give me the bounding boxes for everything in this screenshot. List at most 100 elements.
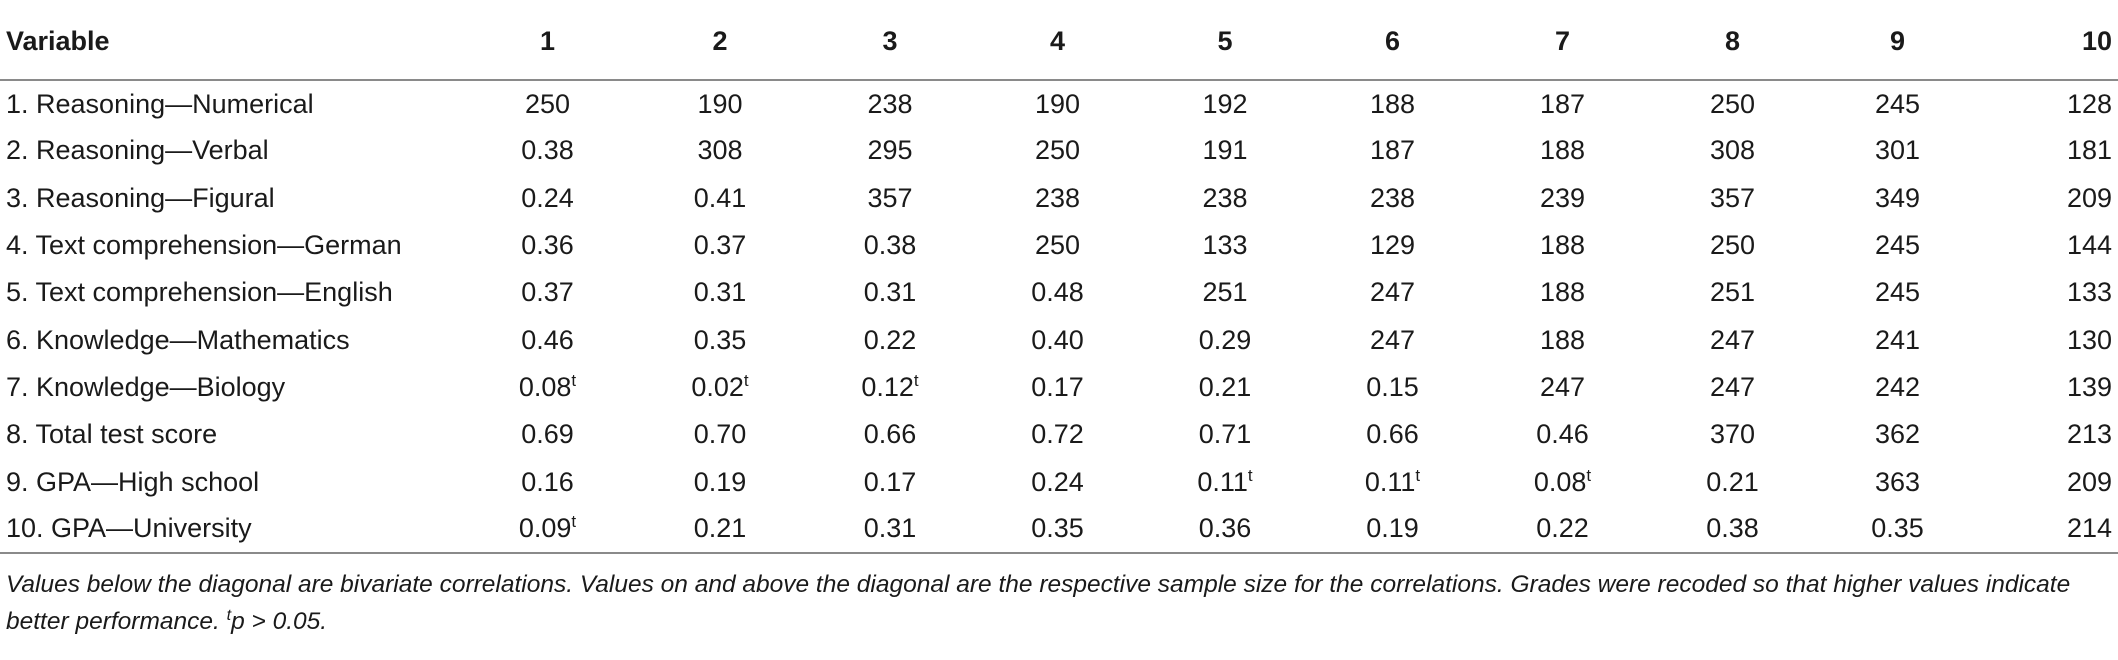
table-cell: 0.11t	[1140, 458, 1310, 505]
table-cell: 0.37	[460, 269, 635, 316]
cell-value: 241	[1874, 324, 1921, 355]
table-cell: 0.31	[805, 269, 975, 316]
cell-value: 0.69	[521, 419, 574, 450]
cell-value: 0.22	[863, 324, 917, 355]
table-cell: 362	[1815, 411, 1980, 458]
cell-value: 308	[697, 135, 743, 166]
table-cell: 238	[975, 175, 1140, 222]
table-cell: 250	[1650, 222, 1815, 269]
header-col-3: 3	[805, 4, 975, 81]
cell-value: 0.35	[1871, 513, 1924, 544]
cell-value: 129	[1369, 230, 1416, 261]
table-cell: 0.66	[805, 411, 975, 458]
cell-value: 0.09	[518, 513, 572, 544]
cell-value: 0.37	[521, 277, 574, 308]
table-cell: 0.08t	[460, 364, 635, 411]
cell-value: 245	[1874, 277, 1921, 308]
table-cell: 0.15	[1310, 364, 1475, 411]
cell-value: 214	[2066, 513, 2112, 544]
cell-value: 250	[1034, 135, 1081, 166]
cell-value: 0.40	[1031, 324, 1084, 355]
table-cell: 133	[1980, 269, 2118, 316]
table-cell: 245	[1815, 269, 1980, 316]
table-row: 3. Reasoning—Figural 0.24 0.41 357 238 238 238…	[0, 175, 2118, 222]
table-row: 2. Reasoning—Verbal 0.38 308 295 250 191 187 18…	[0, 127, 2118, 174]
cell-value: 349	[1874, 182, 1921, 213]
row-label: 10. GPA—University	[0, 505, 460, 554]
table-cell: 0.38	[460, 127, 635, 174]
cell-value: 190	[1034, 88, 1081, 119]
cell-value: 187	[1369, 135, 1416, 166]
cell-value: 250	[1709, 88, 1756, 119]
cell-value: 0.12	[861, 371, 914, 402]
table-cell: 144	[1980, 222, 2118, 269]
table-row: 1. Reasoning—Numerical 250 190 238 190 192 188…	[0, 80, 2118, 127]
table-cell: 242	[1815, 364, 1980, 411]
table-cell: 245	[1815, 222, 1980, 269]
row-label: 7. Knowledge—Biology	[6, 371, 286, 402]
significance-marker: t	[743, 370, 749, 390]
table-cell: 370	[1650, 411, 1815, 458]
cell-value: 188	[1369, 88, 1416, 119]
table-cell: 0.38	[805, 222, 975, 269]
header-col-7: 7	[1475, 4, 1650, 81]
cell-value: 0.24	[521, 182, 574, 213]
cell-value: 238	[1034, 182, 1081, 213]
cell-value: 0.31	[863, 513, 917, 544]
table-cell: 308	[1650, 127, 1815, 174]
table-cell: 128	[1980, 80, 2118, 127]
cell-value: 0.19	[1366, 513, 1419, 544]
table-cell: 209	[1980, 458, 2118, 505]
cell-value: 251	[1202, 277, 1248, 308]
cell-value: 213	[2066, 419, 2112, 450]
table-cell: 214	[1980, 505, 2118, 554]
cell-value: 0.21	[1706, 466, 1759, 497]
footnote-superscript: t	[226, 607, 232, 624]
table-cell: 247	[1310, 316, 1475, 363]
table-cell: 0.31	[635, 269, 805, 316]
table-cell: 238	[805, 80, 975, 127]
cell-value: 247	[1369, 324, 1416, 355]
table-cell: 238	[1310, 175, 1475, 222]
header-variable: Variable	[0, 4, 460, 81]
footnote-tail: p > 0.05.	[231, 608, 328, 635]
header-col-5: 5	[1140, 4, 1310, 81]
table-cell: 0.37	[635, 222, 805, 269]
significance-marker: t	[1586, 465, 1592, 485]
cell-value: 245	[1874, 88, 1921, 119]
table-cell: 251	[1650, 269, 1815, 316]
row-label: 5. Text comprehension—English	[6, 277, 393, 308]
cell-value: 133	[1202, 230, 1248, 261]
table-cell: 301	[1815, 127, 1980, 174]
cell-value: 130	[2066, 324, 2112, 355]
table-cell: 187	[1475, 80, 1650, 127]
row-label: 8. Total test score	[6, 419, 218, 450]
table-cell: 190	[635, 80, 805, 127]
table-cell: 0.22	[1475, 505, 1650, 554]
cell-value: 0.31	[863, 277, 917, 308]
cell-value: 238	[1202, 182, 1248, 213]
table-header-row: Variable 1 2 3 4 5 6 7 8 9 10	[0, 4, 2118, 81]
cell-value: 295	[867, 135, 913, 166]
footnote-text: Values below the diagonal are bivariate …	[6, 571, 2071, 635]
table-cell: 0.69	[460, 411, 635, 458]
table-cell: 0.72	[975, 411, 1140, 458]
cell-value: 0.15	[1366, 371, 1419, 402]
table-cell: 250	[1650, 80, 1815, 127]
cell-value: 181	[2066, 135, 2112, 166]
table-cell: 0.36	[460, 222, 635, 269]
table-cell: 247	[1650, 364, 1815, 411]
header-col-9: 9	[1815, 4, 1980, 81]
cell-value: 357	[1709, 182, 1756, 213]
cell-value: 0.17	[863, 466, 917, 497]
cell-value: 128	[2066, 88, 2112, 119]
significance-marker: t	[571, 370, 577, 390]
cell-value: 239	[1539, 182, 1586, 213]
header-col-6: 6	[1310, 4, 1475, 81]
table-cell: 295	[805, 127, 975, 174]
table-cell: 238	[1140, 175, 1310, 222]
row-label: 1. Reasoning—Numerical	[6, 88, 314, 119]
table-cell: 0.71	[1140, 411, 1310, 458]
cell-value: 144	[2066, 230, 2112, 261]
